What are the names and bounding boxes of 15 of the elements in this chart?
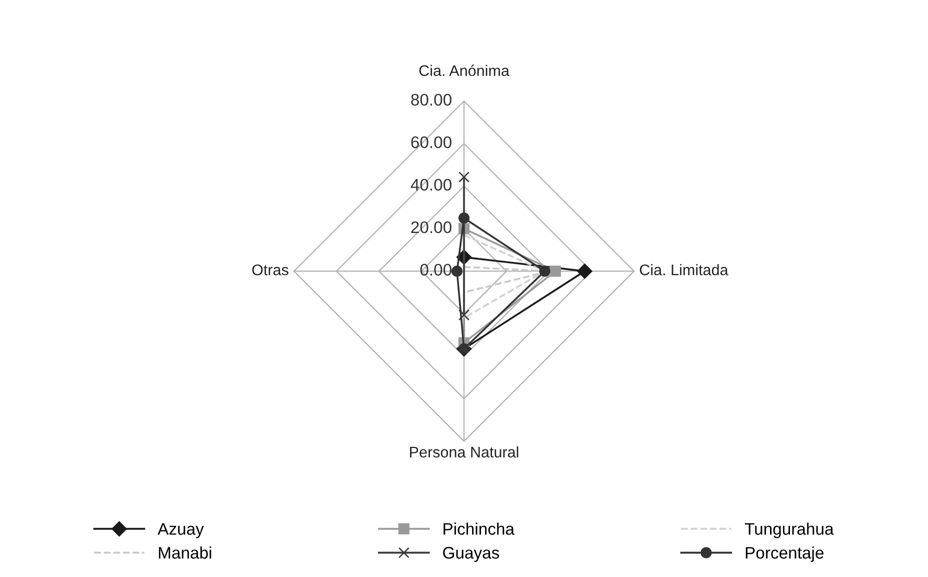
y-tick-label: 60.00 xyxy=(411,136,452,148)
y-tick-label: 40.00 xyxy=(410,178,452,191)
legend-label: Azuay xyxy=(158,523,204,538)
spoke-label: Cia. Limitada xyxy=(640,264,728,276)
spoke-label: Cia. Anónima xyxy=(419,64,510,76)
legend-label: Manabi xyxy=(158,546,212,559)
legend-label: Porcentaje xyxy=(746,546,824,562)
legend-label: Tungurahua xyxy=(744,522,834,538)
y-tick-label: 20.00 xyxy=(411,221,452,234)
legend-label: Guayas xyxy=(443,546,500,562)
spoke-label: Otras xyxy=(252,264,288,276)
spoke-label: Persona Natural xyxy=(410,446,518,458)
y-tick-label: 0.00 xyxy=(420,264,452,276)
legend-label: Pichincha xyxy=(444,522,515,535)
y-tick-label: 80.00 xyxy=(411,94,452,106)
